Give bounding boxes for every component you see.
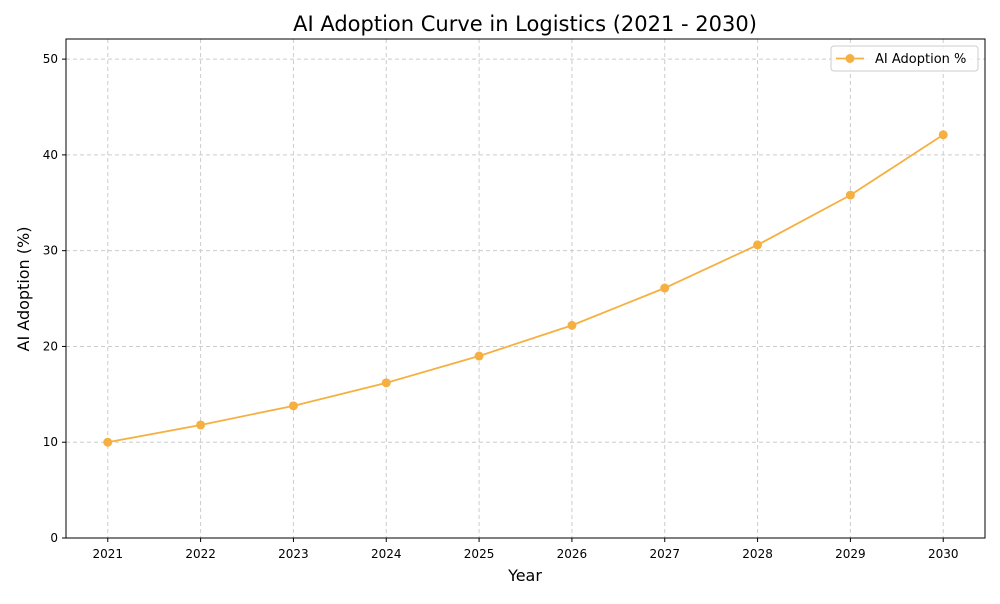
y-tick-label: 40 xyxy=(43,148,58,162)
grid xyxy=(66,39,985,539)
y-tick-label: 20 xyxy=(43,339,58,353)
legend: AI Adoption % xyxy=(830,45,979,72)
data-point xyxy=(288,401,298,411)
x-tick-label: 2023 xyxy=(278,547,309,561)
plot-frame xyxy=(65,38,986,539)
data-point xyxy=(381,378,391,388)
data-point xyxy=(103,437,113,447)
x-tick-label: 2021 xyxy=(92,547,123,561)
x-tick-label: 2028 xyxy=(742,547,773,561)
data-point xyxy=(938,130,948,140)
data-point xyxy=(845,190,855,200)
y-tick-label: 30 xyxy=(43,244,58,258)
y-tick-label: 10 xyxy=(43,435,58,449)
data-point xyxy=(196,420,206,430)
chart-title: AI Adoption Curve in Logistics (2021 - 2… xyxy=(293,12,757,36)
legend-label: AI Adoption % xyxy=(875,52,966,67)
data-point xyxy=(567,320,577,330)
x-tick-label: 2029 xyxy=(835,547,866,561)
legend-box xyxy=(830,45,979,72)
y-tick-label: 50 xyxy=(43,52,58,66)
x-tick-label: 2022 xyxy=(185,547,216,561)
x-axis-label: Year xyxy=(507,566,542,585)
x-tick-label: 2026 xyxy=(557,547,588,561)
x-tick-label: 2024 xyxy=(371,547,402,561)
series-line xyxy=(107,134,944,444)
x-tick-label: 2025 xyxy=(464,547,495,561)
ticks: 2021 2022 2023 2024 2025 2026 2027 2028 2029 2030… xyxy=(43,52,959,561)
x-tick-label: 2030 xyxy=(928,547,959,561)
x-tick-label: 2027 xyxy=(649,547,680,561)
y-axis-label: AI Adoption (%) xyxy=(14,227,33,352)
y-tick-label: 0 xyxy=(50,531,58,545)
legend-marker xyxy=(845,54,855,63)
data-point xyxy=(753,240,763,250)
data-point xyxy=(474,351,484,361)
series-layer xyxy=(103,130,948,447)
data-point xyxy=(660,283,670,293)
